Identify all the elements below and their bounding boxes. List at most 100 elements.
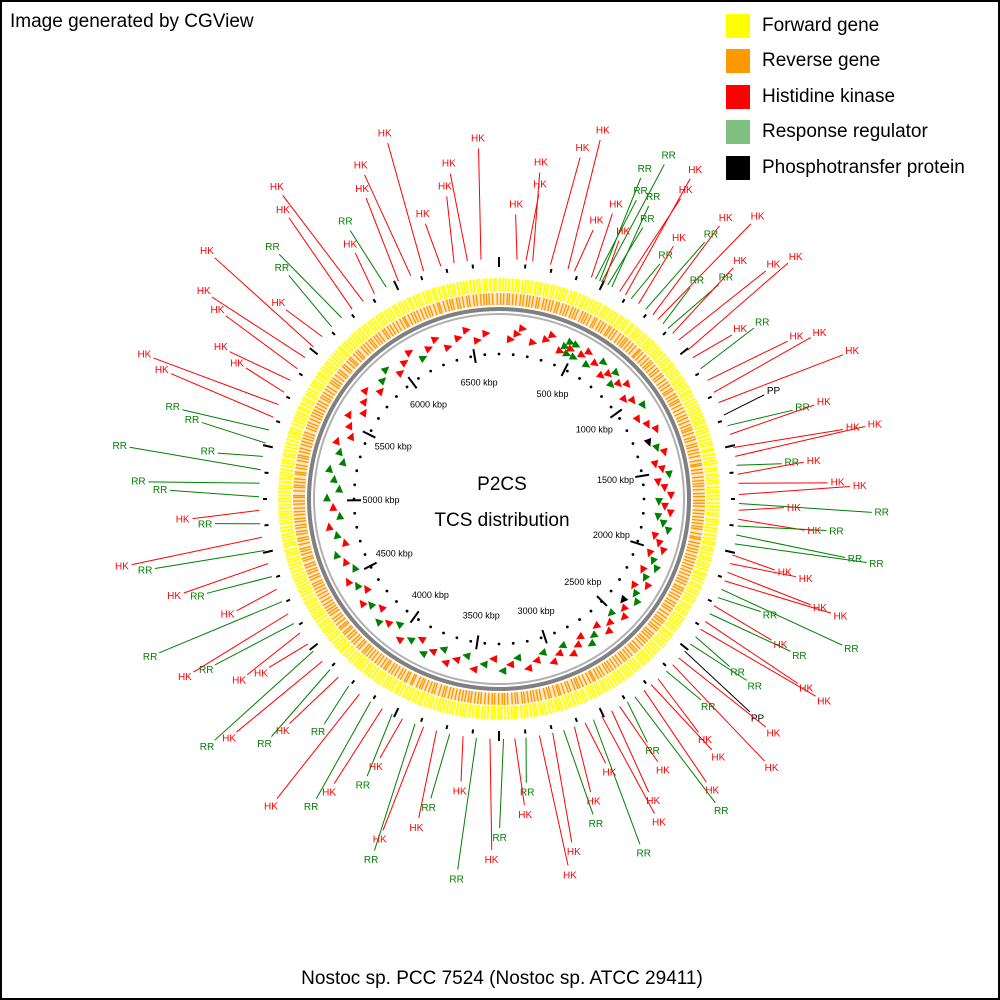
- forward-gene: [337, 346, 349, 358]
- forward-gene: [629, 659, 640, 671]
- scale-label: 2500 kbp: [564, 577, 601, 587]
- forward-gene: [364, 663, 375, 676]
- reverse-gene: [692, 488, 705, 491]
- reverse-gene: [296, 535, 309, 540]
- feature-callout-line: [705, 621, 798, 684]
- feature-callout-line: [630, 263, 661, 299]
- map-title: P2CS: [477, 474, 527, 495]
- forward-gene: [278, 484, 293, 488]
- forward-gene: [431, 288, 437, 303]
- outer-tick: [393, 280, 400, 291]
- reverse-gene: [450, 687, 455, 700]
- reverse-gene: [349, 356, 360, 366]
- outer-tick: [662, 662, 667, 667]
- feature-label-hk: HK: [646, 796, 660, 807]
- forward-gene: [664, 622, 677, 633]
- forward-gene: [691, 574, 705, 581]
- feature-label-rr: RR: [646, 192, 660, 203]
- forward-gene: [678, 600, 692, 609]
- forward-gene: [579, 295, 587, 310]
- reverse-gene: [310, 414, 323, 421]
- forward-gene: [553, 698, 559, 713]
- feature-callout-line: [418, 730, 438, 819]
- forward-gene: [379, 312, 389, 325]
- feature-label-hk: HK: [787, 503, 801, 514]
- forward-gene: [279, 474, 294, 478]
- feature-callout-line: [732, 554, 776, 571]
- legend-label-forward-gene: Forward gene: [762, 14, 880, 36]
- forward-gene: [311, 381, 324, 391]
- reverse-gene: [549, 300, 555, 313]
- reverse-gene: [665, 392, 677, 401]
- forward-gene: [381, 674, 391, 688]
- reverse-gene: [627, 643, 637, 654]
- feature-arrow-hk: [589, 358, 599, 367]
- feature-callout-line: [573, 726, 592, 793]
- forward-gene: [668, 371, 681, 382]
- forward-gene: [433, 287, 439, 302]
- feature-arrow-rr: [377, 377, 387, 386]
- feature-label-pp: PP: [751, 713, 765, 724]
- forward-gene: [389, 678, 399, 692]
- feature-label-hk: HK: [672, 233, 686, 244]
- reverse-gene: [589, 316, 597, 328]
- forward-gene: [592, 682, 601, 697]
- feature-label-rr: RR: [658, 251, 672, 262]
- scale-dot: [358, 539, 362, 543]
- feature-callout-line: [678, 270, 767, 341]
- outer-tick: [372, 298, 377, 304]
- forward-gene: [587, 685, 595, 699]
- forward-gene: [321, 622, 334, 632]
- feature-arrow-rr: [333, 550, 342, 560]
- forward-gene: [361, 325, 372, 338]
- feature-arrow-rr: [653, 564, 662, 574]
- outer-tick: [420, 717, 424, 723]
- reverse-gene: [296, 532, 309, 536]
- forward-gene: [605, 309, 614, 323]
- feature-callout-line: [525, 194, 540, 261]
- forward-gene: [284, 547, 299, 553]
- forward-gene: [616, 668, 626, 682]
- forward-gene: [317, 617, 331, 627]
- scale-dot: [636, 455, 640, 459]
- forward-gene: [631, 657, 642, 670]
- scale-labels: 500 kbp 1000 kbp 1500 kbp 2000 kbp 2500 kbp 3…: [362, 378, 634, 621]
- feature-label-hk: HK: [774, 640, 788, 651]
- forward-gene: [645, 644, 657, 656]
- forward-gene: [411, 688, 419, 703]
- feature-label-hk: HK: [232, 675, 246, 686]
- feature-label-rr: RR: [311, 727, 325, 738]
- reverse-gene: [608, 658, 617, 669]
- forward-gene: [472, 279, 476, 294]
- reverse-gene: [303, 561, 316, 567]
- forward-gene: [695, 562, 710, 569]
- reverse-gene: [308, 572, 321, 579]
- feature-label-hk: HK: [799, 684, 813, 695]
- feature-label-rr: RR: [131, 476, 145, 487]
- feature-arrow-rr: [538, 648, 548, 656]
- forward-gene: [702, 456, 717, 461]
- feature-label-rr: RR: [748, 681, 762, 692]
- feature-arrow-pp: [620, 594, 629, 604]
- forward-gene: [448, 700, 454, 715]
- feature-label-hk: HK: [438, 182, 452, 193]
- reverse-gene: [360, 345, 370, 356]
- forward-gene: [670, 374, 683, 385]
- scale-dot: [497, 642, 501, 646]
- reverse-gene: [368, 648, 377, 660]
- scale-dot: [639, 525, 643, 529]
- forward-gene: [566, 694, 574, 708]
- reverse-gene: [437, 684, 443, 697]
- reverse-gene: [313, 583, 326, 591]
- reverse-gene: [601, 663, 609, 675]
- feature-arrow-hk: [505, 660, 515, 669]
- forward-gene: [441, 698, 447, 713]
- reverse-gene: [399, 668, 407, 681]
- forward-gene: [280, 464, 295, 469]
- forward-gene: [281, 537, 296, 543]
- reverse-gene: [597, 665, 606, 677]
- forward-gene: [658, 629, 671, 641]
- feature-label-hk: HK: [222, 734, 236, 745]
- forward-gene: [649, 639, 661, 651]
- feature-arrow-hk: [428, 648, 438, 657]
